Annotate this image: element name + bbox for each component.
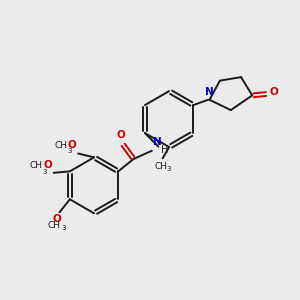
Text: H: H xyxy=(161,145,168,154)
Text: CH: CH xyxy=(154,162,167,171)
Text: N: N xyxy=(205,87,214,97)
Text: O: O xyxy=(43,160,52,170)
Text: 3: 3 xyxy=(43,169,47,175)
Text: 3: 3 xyxy=(68,148,72,154)
Text: CH: CH xyxy=(29,161,42,170)
Text: O: O xyxy=(117,130,126,140)
Text: 3: 3 xyxy=(61,225,66,231)
Text: O: O xyxy=(270,87,279,97)
Text: N: N xyxy=(153,137,162,147)
Text: O: O xyxy=(52,214,61,224)
Text: CH: CH xyxy=(55,141,68,150)
Text: CH: CH xyxy=(48,220,61,230)
Text: O: O xyxy=(68,140,76,150)
Text: 3: 3 xyxy=(166,166,171,172)
